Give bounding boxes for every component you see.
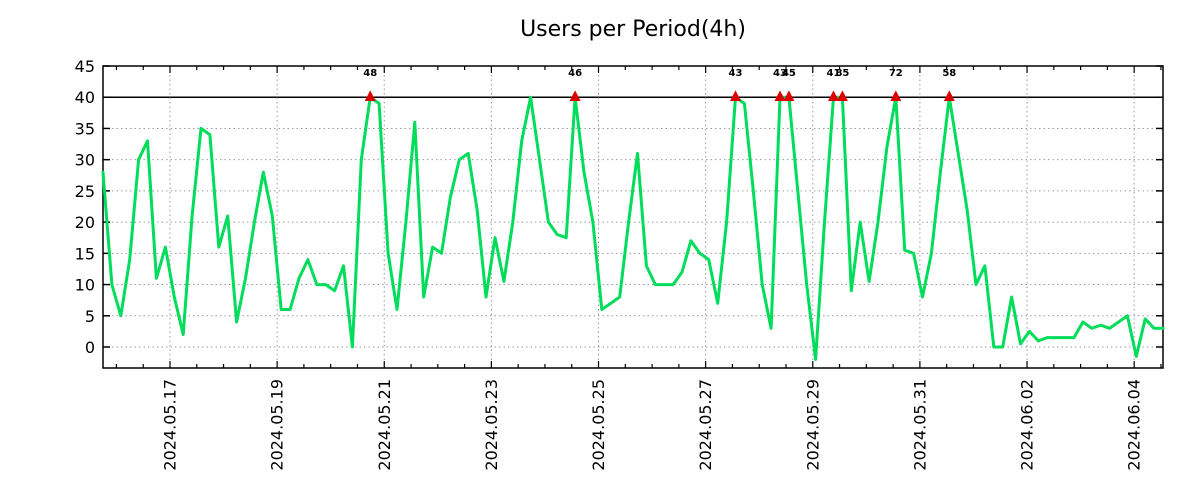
x-tick-label: 2024.05.23 — [482, 379, 501, 471]
x-tick-label: 2024.05.17 — [161, 379, 180, 471]
peak-value-label: 43 — [729, 68, 743, 79]
x-tick-label: 2024.06.02 — [1018, 379, 1037, 471]
x-tick-label: 2024.05.25 — [589, 379, 608, 471]
peak-value-label: 58 — [942, 68, 956, 79]
y-tick-label: 20 — [75, 213, 95, 232]
y-tick-label: 5 — [85, 307, 95, 326]
chart-title: Users per Period(4h) — [520, 17, 746, 42]
y-tick-label: 15 — [75, 244, 95, 263]
peak-value-label: 48 — [363, 68, 377, 79]
y-tick-label: 30 — [75, 151, 95, 170]
plot-area: 0 5 10 15 20 25 30 35 40 45 2024.05.17 2024.05.19 20… — [75, 57, 1165, 471]
clipped-peak-marker — [774, 90, 786, 101]
y-tick-label: 45 — [75, 57, 95, 76]
plot-border — [102, 65, 1164, 369]
y-tick-label: 25 — [75, 182, 95, 201]
y-tick-label: 0 — [85, 338, 95, 357]
peak-value-label: 41 — [827, 68, 841, 79]
clipped-peak-marker — [364, 90, 376, 101]
clipped-peak-marker — [836, 90, 848, 101]
x-tick-label: 2024.05.21 — [375, 379, 394, 471]
peak-value-label: 72 — [889, 68, 903, 79]
clipped-peak-marker — [730, 90, 741, 101]
x-tick-label: 2024.05.27 — [696, 379, 715, 471]
y-tick-label: 40 — [75, 88, 95, 107]
x-tick-label: 2024.05.31 — [910, 379, 929, 471]
x-tick-label: 2024.05.19 — [268, 379, 287, 471]
y-tick-label: 35 — [75, 119, 95, 138]
peak-value-label: 43 — [773, 68, 787, 79]
users-series-line — [101, 95, 1165, 361]
y-tick-label: 10 — [75, 276, 95, 295]
peak-value-label: 46 — [568, 68, 582, 79]
clipped-peak-marker — [890, 90, 902, 101]
peak-value-label: 45 — [782, 68, 796, 79]
x-tick-label: 2024.05.29 — [803, 379, 822, 471]
x-tick-label: 2024.06.04 — [1125, 379, 1144, 471]
peak-value-label: 85 — [835, 68, 849, 79]
clipped-peak-marker — [569, 90, 581, 101]
clipped-peak-marker — [828, 90, 839, 101]
clipped-peak-marker — [783, 90, 795, 101]
clipped-peak-marker — [943, 90, 955, 101]
